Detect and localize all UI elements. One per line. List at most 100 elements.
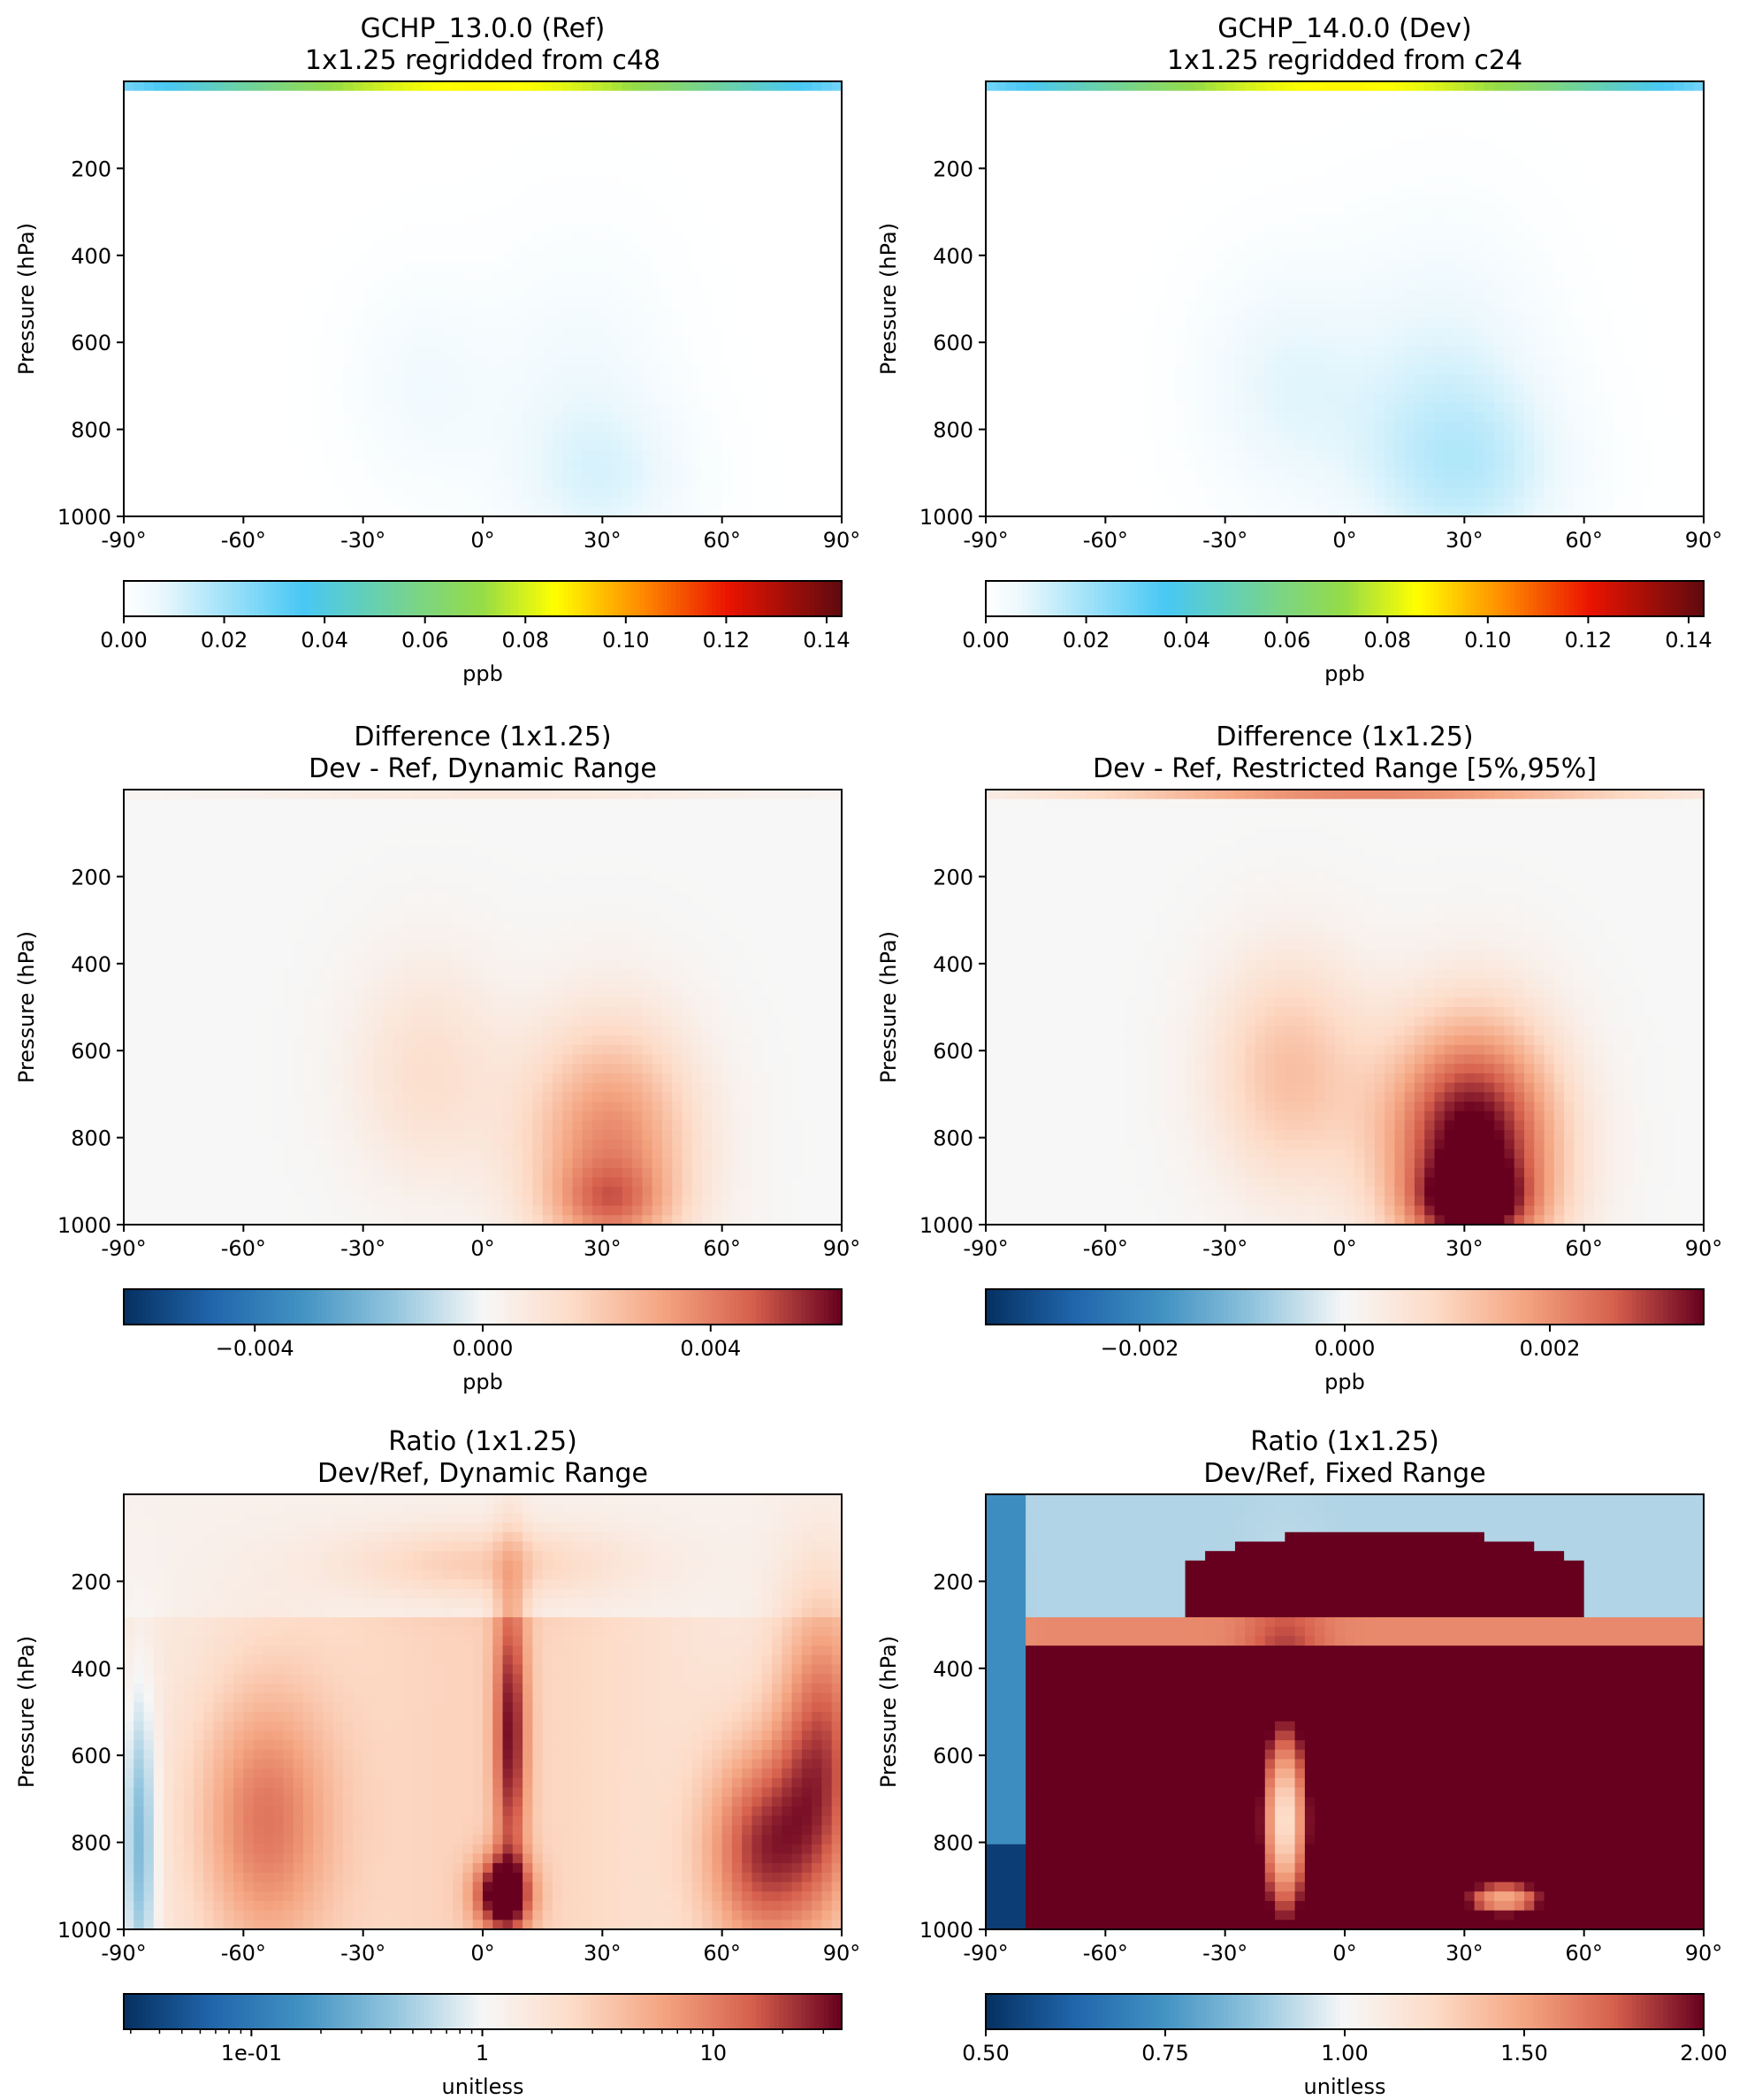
heatmap-cell [613, 214, 623, 224]
heatmap-cell [772, 384, 782, 393]
heatmap-cell [1065, 422, 1076, 431]
heatmap-cell [573, 422, 584, 431]
heatmap-cell [1265, 119, 1276, 129]
heatmap-cell [1065, 365, 1076, 375]
heatmap-cell [613, 460, 623, 470]
heatmap-cell [503, 299, 514, 309]
colorbar-segment [797, 581, 802, 616]
heatmap-cell [353, 317, 363, 327]
heatmap-cell [1116, 261, 1126, 271]
heatmap-cell [433, 186, 444, 195]
heatmap-cell [353, 346, 363, 355]
heatmap-cell [393, 299, 404, 309]
heatmap-cell [772, 280, 782, 290]
colorbar-segment [743, 581, 748, 616]
heatmap-cell [124, 470, 134, 479]
heatmap-cell [333, 327, 344, 337]
heatmap-cell [393, 317, 404, 327]
heatmap-cell [433, 195, 444, 204]
heatmap-cell [762, 148, 773, 157]
heatmap-cell [1205, 450, 1216, 460]
heatmap-cell [802, 403, 812, 413]
colorbar-segment [630, 581, 636, 616]
heatmap-cell [443, 375, 454, 385]
heatmap-cell [413, 186, 423, 195]
heatmap-cell [164, 460, 174, 470]
heatmap-cell [1076, 346, 1087, 355]
heatmap-cell [203, 271, 214, 280]
heatmap-cell [1215, 280, 1225, 290]
heatmap-cell [124, 299, 134, 309]
heatmap-cell [1026, 138, 1036, 148]
heatmap-cell [243, 242, 254, 252]
heatmap-cell [283, 176, 294, 186]
heatmap-cell [433, 148, 444, 157]
heatmap-cell [1095, 138, 1106, 148]
heatmap-cell [543, 138, 553, 148]
heatmap-cell [622, 488, 633, 498]
heatmap-cell [313, 148, 324, 157]
heatmap-cell [1056, 204, 1066, 214]
heatmap-cell [443, 223, 454, 233]
heatmap-cell [1125, 422, 1136, 431]
heatmap-cell [433, 317, 444, 327]
heatmap-cell [283, 488, 294, 498]
heatmap-cell [722, 81, 733, 91]
heatmap-cell [1235, 119, 1246, 129]
heatmap-cell [263, 507, 274, 516]
heatmap-cell [1275, 128, 1285, 138]
heatmap-cell [702, 166, 713, 176]
heatmap-cell [1046, 478, 1057, 488]
heatmap-cell [1076, 365, 1087, 375]
heatmap-cell [473, 309, 484, 318]
heatmap-cell [313, 166, 324, 176]
heatmap-cell [1225, 440, 1236, 450]
heatmap-cell [1116, 412, 1126, 422]
heatmap-cell [503, 460, 514, 470]
heatmap-cell [363, 422, 374, 431]
heatmap-cell [996, 119, 1006, 129]
heatmap-cell [1186, 337, 1196, 347]
heatmap-cell [712, 176, 722, 186]
heatmap-cell [363, 384, 374, 393]
heatmap-cell [1205, 412, 1216, 422]
heatmap-cell [1195, 375, 1206, 385]
heatmap-cell [772, 176, 782, 186]
heatmap-cell [184, 478, 195, 488]
heatmap-cell [453, 233, 463, 242]
heatmap-cell [772, 365, 782, 375]
heatmap-cell [233, 299, 244, 309]
heatmap-cell [453, 309, 463, 318]
heatmap-cell [1255, 488, 1266, 498]
heatmap-cell [1056, 365, 1066, 375]
heatmap-cell [562, 337, 573, 347]
heatmap-cell [832, 346, 843, 355]
heatmap-cell [203, 195, 214, 204]
heatmap-cell [752, 337, 763, 347]
heatmap-cell [1105, 317, 1116, 327]
heatmap-cell [173, 280, 184, 290]
heatmap-cell [782, 299, 792, 309]
heatmap-cell [1165, 252, 1176, 262]
heatmap-cell [1175, 403, 1186, 413]
heatmap-cell [1275, 403, 1285, 413]
heatmap-cell [492, 470, 503, 479]
heatmap-cell [194, 431, 204, 441]
heatmap-cell [214, 214, 225, 224]
heatmap-cell [523, 488, 533, 498]
heatmap-cell [492, 412, 503, 422]
heatmap-cell [383, 166, 393, 176]
heatmap-cell [662, 507, 673, 516]
heatmap-cell [1275, 431, 1285, 441]
heatmap-cell [772, 233, 782, 242]
heatmap-cell [832, 128, 843, 138]
heatmap-cell [622, 431, 633, 441]
heatmap-cell [353, 119, 363, 129]
heatmap-cell [742, 431, 752, 441]
heatmap-cell [1225, 507, 1236, 516]
heatmap-cell [433, 440, 444, 450]
heatmap-cell [194, 280, 204, 290]
heatmap-cell [782, 460, 792, 470]
heatmap-cell [1195, 204, 1206, 214]
heatmap-cell [1105, 403, 1116, 413]
